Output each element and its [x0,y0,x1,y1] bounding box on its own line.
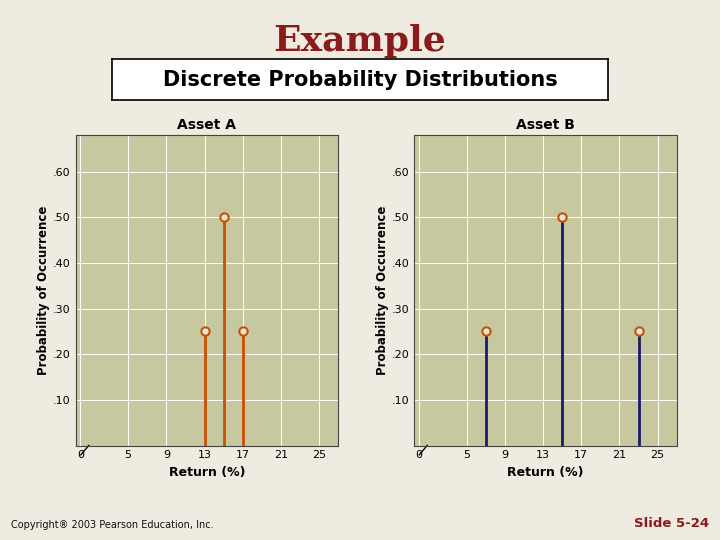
Text: Discrete Probability Distributions: Discrete Probability Distributions [163,70,557,90]
Text: Copyright® 2003 Pearson Education, Inc.: Copyright® 2003 Pearson Education, Inc. [11,520,213,530]
Y-axis label: Probability of Occurrence: Probability of Occurrence [37,206,50,375]
Text: Slide 5-24: Slide 5-24 [634,517,709,530]
X-axis label: Return (%): Return (%) [507,466,584,479]
Y-axis label: Probability of Occurrence: Probability of Occurrence [376,206,389,375]
Text: Example: Example [274,24,446,57]
X-axis label: Return (%): Return (%) [168,466,246,479]
Title: Asset A: Asset A [178,118,236,132]
Title: Asset B: Asset B [516,118,575,132]
